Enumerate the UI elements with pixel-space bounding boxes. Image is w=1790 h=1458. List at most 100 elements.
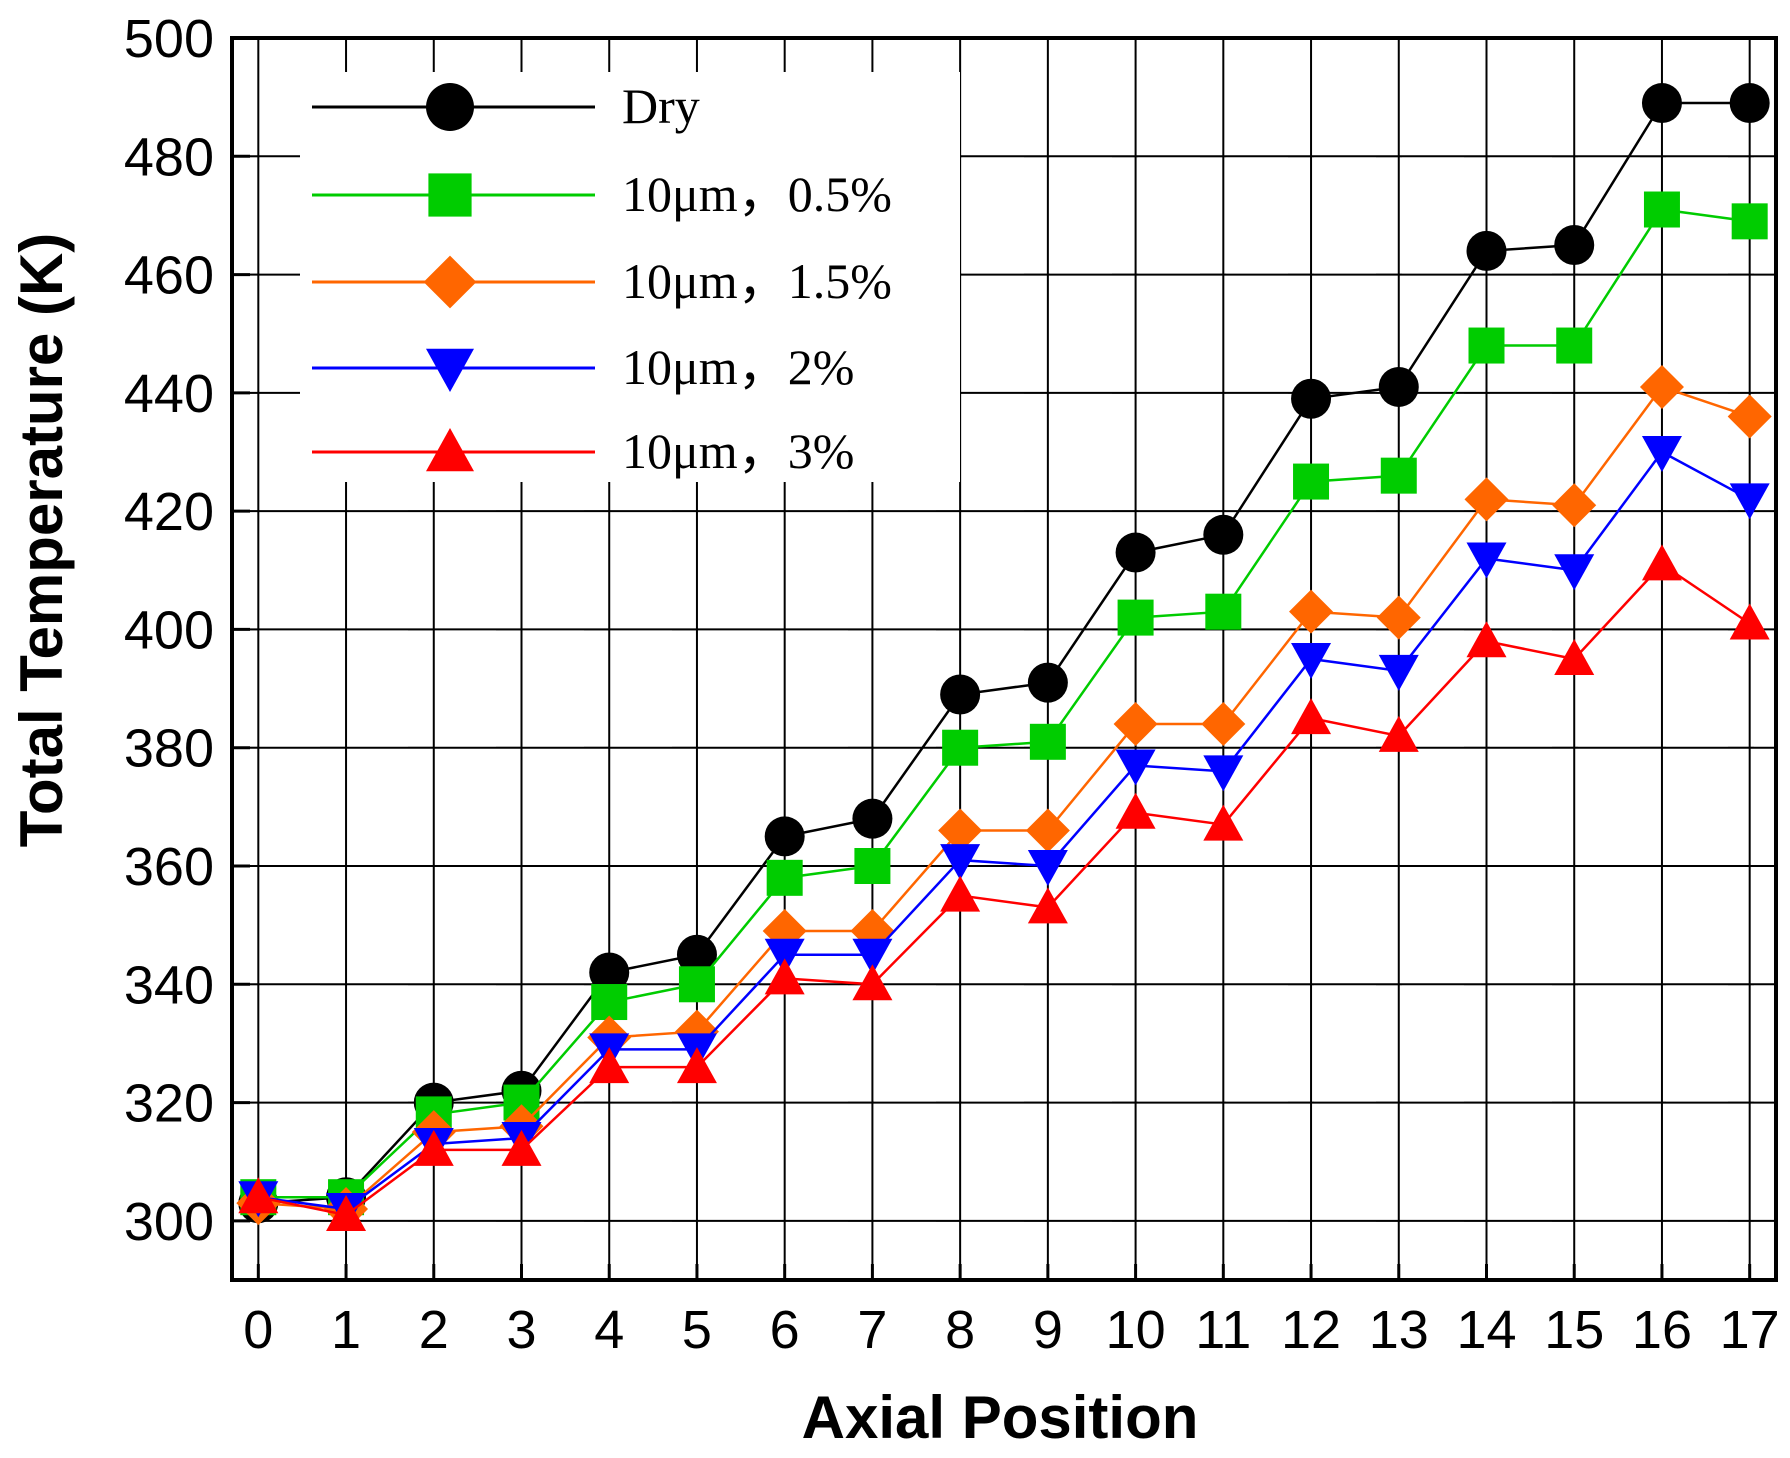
data-point [1029,723,1066,760]
legend-label: Dry [622,78,700,134]
data-point [589,952,630,993]
data-point [1376,595,1421,640]
data-point [1378,715,1419,752]
data-point [1378,366,1419,407]
data-point [940,844,981,881]
data-point [764,958,805,995]
x-tick-label: 10 [1106,1300,1166,1360]
y-tick-label: 320 [124,1074,214,1134]
data-point [1115,749,1156,786]
data-point [501,1129,542,1166]
x-tick-label: 9 [1033,1300,1063,1360]
data-point [942,729,979,766]
data-point [326,1194,367,1231]
legend-label: 10μm，1.5% [622,253,892,309]
data-point [1466,621,1507,658]
y-tick-label: 500 [124,9,214,69]
series-line [258,450,1751,1211]
data-point [1115,532,1156,573]
data-point [1729,483,1770,520]
data-point [940,875,981,912]
data-point [1293,463,1330,500]
x-tick-label: 13 [1369,1300,1429,1360]
data-point [1203,804,1244,841]
data-point [764,938,805,975]
y-tick-label: 400 [124,600,214,660]
data-point [1641,83,1682,124]
x-tick-label: 3 [506,1300,536,1360]
y-tick-label: 460 [124,246,214,306]
data-point [1641,436,1682,472]
data-point [1554,225,1595,265]
y-axis-title: Total Temperature (K) [8,233,75,848]
series-4 [238,544,1770,1231]
tick-layer [232,36,1752,1280]
x-tick-label: 6 [770,1300,800,1360]
data-point [1729,83,1770,124]
legend-marker [428,173,472,217]
data-point [940,674,981,715]
series-line [258,562,1751,1217]
data-point [1731,203,1768,240]
data-point [852,798,893,839]
y-tick-label: 360 [124,837,214,897]
x-tick-label: 11 [1195,1300,1251,1360]
data-point [1289,589,1334,634]
y-tick-label: 300 [124,1192,214,1252]
data-point [1291,378,1332,419]
data-point [678,966,715,1003]
data-point [766,859,803,896]
data-point [1115,792,1156,829]
data-point [676,934,717,975]
legend-label: 10μm，0.5% [622,166,892,222]
data-point [1468,327,1505,364]
data-point [1464,477,1509,522]
legend-marker [426,348,474,392]
data-point [1380,457,1417,494]
data-point [1554,639,1595,675]
data-point [1203,514,1244,555]
data-point [1639,364,1684,409]
data-point [1643,191,1680,228]
legend: Dry 10μm，0.5% 10μm，1.5% 10μm，2% 10μm，3% [300,72,960,482]
data-point [1027,887,1068,924]
x-tick-label: 16 [1632,1300,1692,1360]
data-point [676,1047,717,1084]
y-tick-label: 480 [124,127,214,187]
data-point [1291,643,1332,679]
x-tick-label: 2 [419,1300,449,1360]
data-point [854,848,891,884]
x-tick-label: 5 [682,1300,712,1360]
legend-background [300,72,960,482]
series-2 [236,364,1772,1232]
y-tick-label: 340 [124,955,214,1015]
legend-marker [423,255,477,309]
data-point [1378,654,1419,691]
x-axis-title: Axial Position [802,1384,1199,1451]
x-tick-label: 0 [243,1300,273,1360]
data-point [1027,850,1068,886]
data-point [1466,230,1507,271]
y-tick-label: 380 [124,719,214,779]
x-tick-labels: 0 1 2 3 4 5 6 7 8 9 10 11 12 13 14 15 16 17 [243,1300,1779,1360]
data-point [1025,808,1070,853]
data-point [1027,662,1068,703]
data-point [1729,603,1770,640]
series-layer [236,83,1772,1232]
data-point [1552,483,1597,528]
data-point [1205,593,1242,630]
data-point [1554,554,1595,591]
y-tick-label: 420 [124,482,214,542]
legend-marker [426,428,474,472]
legend-marker [426,83,474,131]
data-point [589,1047,630,1084]
data-point [1201,702,1246,747]
data-point [1466,542,1507,579]
data-point [1291,698,1332,735]
legend-label: 10μm，3% [622,423,854,479]
data-point [938,808,983,853]
data-point [1113,702,1158,747]
data-point [1203,755,1244,792]
data-point [1641,544,1682,581]
